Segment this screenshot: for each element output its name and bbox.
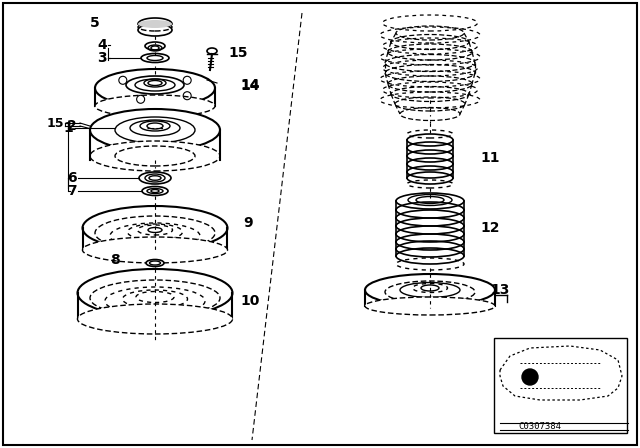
Bar — [494, 338, 627, 433]
Ellipse shape — [142, 186, 168, 195]
Ellipse shape — [126, 76, 184, 94]
Ellipse shape — [95, 69, 215, 107]
Text: 3: 3 — [97, 51, 107, 65]
Text: 12: 12 — [480, 221, 500, 235]
Circle shape — [522, 369, 538, 385]
Text: 14: 14 — [240, 78, 260, 92]
Ellipse shape — [138, 20, 172, 28]
Ellipse shape — [77, 269, 232, 317]
Ellipse shape — [83, 237, 227, 263]
Text: 5: 5 — [90, 16, 100, 30]
Text: 15: 15 — [228, 46, 248, 60]
Text: 10: 10 — [240, 294, 260, 308]
Ellipse shape — [365, 274, 495, 306]
Ellipse shape — [95, 95, 215, 117]
Ellipse shape — [77, 304, 232, 334]
Text: 8: 8 — [110, 253, 120, 267]
Text: 7: 7 — [67, 184, 77, 198]
Ellipse shape — [90, 141, 220, 171]
Text: 15: 15 — [46, 116, 64, 129]
Text: C0307384: C0307384 — [518, 422, 561, 431]
Text: 9: 9 — [243, 216, 253, 230]
Text: 6: 6 — [67, 171, 77, 185]
Ellipse shape — [83, 206, 227, 250]
Text: 13: 13 — [490, 283, 509, 297]
Text: 4: 4 — [97, 38, 107, 52]
Ellipse shape — [146, 259, 164, 267]
Text: 14: 14 — [240, 79, 260, 93]
Text: 2: 2 — [67, 119, 77, 133]
Ellipse shape — [90, 109, 220, 151]
Ellipse shape — [365, 297, 495, 315]
Ellipse shape — [139, 172, 171, 184]
Ellipse shape — [130, 120, 180, 136]
Text: 11: 11 — [480, 151, 500, 165]
Text: 1: 1 — [63, 121, 73, 135]
